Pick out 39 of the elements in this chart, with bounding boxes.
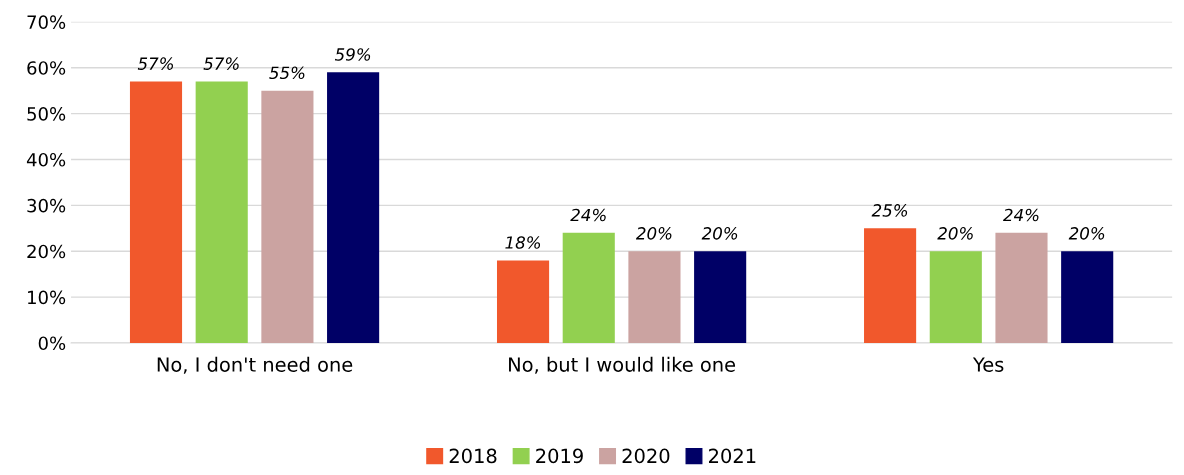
y-tick-label: 0% [38,336,66,351]
bar [628,251,681,343]
y-tick-label: 70% [27,15,66,29]
data-label: 20% [937,227,973,240]
bar [694,251,747,343]
data-label: 57% [137,57,174,70]
y-tick-label: 60% [27,61,66,75]
data-label: 24% [1003,208,1039,222]
data-label: 57% [203,57,239,70]
x-tick-label: No, but I would like one [509,356,736,374]
bar [929,251,982,343]
data-label: 18% [505,236,541,249]
bar [995,232,1048,343]
y-tick-label: 40% [26,152,66,167]
bar [496,260,550,343]
bar [261,90,314,343]
bar [562,232,615,343]
legend-label: 2018 [449,448,497,464]
bar [327,72,380,343]
y-tick-label: 10% [28,290,66,305]
legend-label: 2020 [622,448,670,464]
bar [195,81,248,343]
legend-label: 2021 [709,448,756,464]
data-label: 59% [334,48,371,61]
data-label: 20% [635,227,672,240]
x-tick-label: No, I don't need one [157,356,353,374]
y-tick-label: 20% [27,244,66,259]
y-tick-label: 30% [27,198,66,213]
bar [129,81,183,343]
data-label: 55% [269,66,305,80]
bar [1061,251,1114,343]
bar [864,228,917,343]
legend-label: 2019 [536,448,583,464]
y-tick-label: 50% [27,107,66,121]
x-tick-label: Yes [972,357,1004,372]
data-label: 20% [701,227,738,240]
data-label: 24% [570,208,606,222]
data-label: 25% [871,204,908,217]
data-label: 20% [1068,227,1105,240]
